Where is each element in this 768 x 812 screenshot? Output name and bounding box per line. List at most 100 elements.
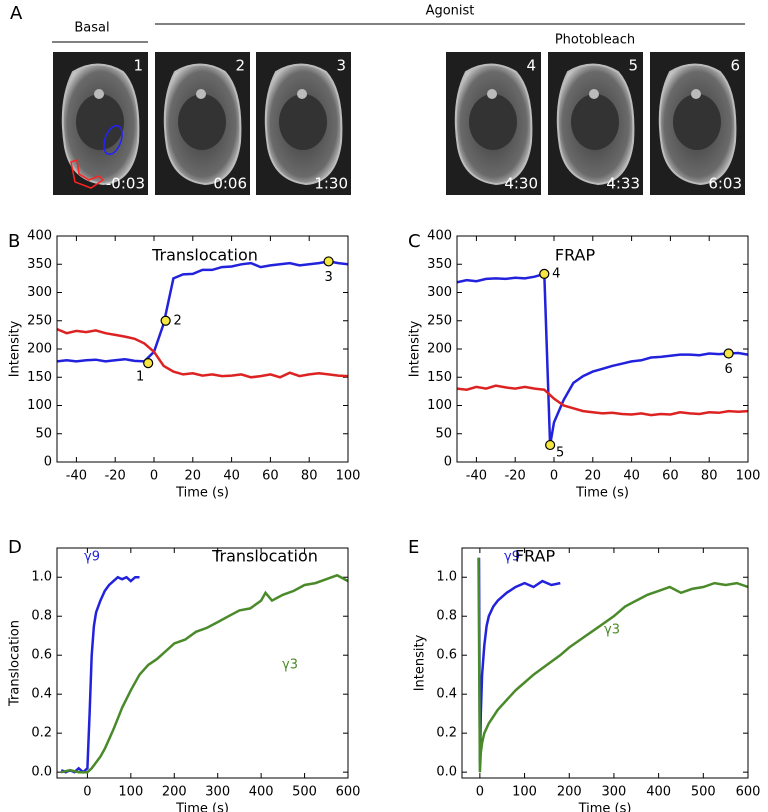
y-tick-label: 400 bbox=[27, 229, 52, 244]
y-tick-label: 150 bbox=[27, 370, 52, 385]
chart: E 0 100 200 300 400 500 600 0.0 0.2 0.4 0.6 0.8 1.0 Ti… bbox=[408, 537, 760, 812]
series-line bbox=[60, 575, 140, 774]
x-tick-label: 40 bbox=[223, 469, 240, 484]
series-line bbox=[57, 260, 348, 363]
y-tick-label: 1.0 bbox=[31, 570, 52, 585]
series-label: γ9 bbox=[84, 550, 100, 565]
x-axis-label: Time (s) bbox=[578, 802, 632, 812]
y-tick-label: 350 bbox=[427, 257, 452, 272]
x-tick-label: 0 bbox=[83, 785, 91, 800]
y-tick-label: 250 bbox=[427, 313, 452, 328]
y-axis-label: Intensity bbox=[8, 320, 23, 377]
y-axis-label: Intensity bbox=[408, 320, 423, 377]
frame-number: 6 bbox=[730, 57, 740, 75]
chart-title: FRAP bbox=[515, 547, 556, 566]
x-tick-label: 200 bbox=[162, 785, 187, 800]
y-tick-label: 0 bbox=[44, 455, 52, 470]
y-tick-label: 0.8 bbox=[31, 609, 52, 624]
x-tick-label: 500 bbox=[691, 785, 716, 800]
x-tick-label: 500 bbox=[292, 785, 317, 800]
marker-label: 4 bbox=[552, 266, 560, 281]
y-tick-label: 200 bbox=[27, 342, 52, 357]
frame-number: 5 bbox=[628, 57, 638, 75]
y-tick-label: 200 bbox=[427, 342, 452, 357]
y-axis-label: Translocation bbox=[8, 620, 23, 707]
plot-frame bbox=[56, 235, 349, 463]
marker bbox=[723, 348, 734, 359]
plot-frame bbox=[56, 547, 349, 779]
series-label: γ9 bbox=[504, 550, 520, 565]
plot-frame bbox=[461, 547, 749, 779]
frame-time: 4:33 bbox=[606, 175, 640, 193]
x-tick-label: 60 bbox=[262, 469, 279, 484]
marker bbox=[539, 268, 550, 279]
x-tick-label: 0 bbox=[150, 469, 158, 484]
y-tick-label: 0.0 bbox=[31, 765, 52, 780]
y-tick-label: 50 bbox=[435, 426, 452, 441]
y-tick-label: 250 bbox=[27, 313, 52, 328]
frame-time: -0:03 bbox=[106, 175, 145, 193]
panel-label: C bbox=[408, 231, 421, 252]
photobleach-label: Photobleach bbox=[555, 33, 635, 48]
y-tick-label: 0.2 bbox=[31, 726, 52, 741]
x-tick-label: 60 bbox=[662, 469, 679, 484]
x-axis-label: Time (s) bbox=[175, 802, 229, 812]
frame-number: 2 bbox=[235, 57, 245, 75]
x-tick-label: -40 bbox=[466, 469, 487, 484]
image-frame: 5 4:33 bbox=[547, 51, 644, 196]
x-tick-label: 40 bbox=[623, 469, 640, 484]
series-line bbox=[457, 384, 748, 417]
y-tick-label: 0.0 bbox=[436, 765, 457, 780]
series-label: γ3 bbox=[604, 623, 620, 638]
series-line bbox=[61, 573, 348, 774]
series-line bbox=[457, 272, 748, 446]
series-line bbox=[477, 557, 561, 763]
y-tick-label: 0.6 bbox=[436, 648, 457, 663]
x-tick-label: 100 bbox=[118, 785, 143, 800]
x-tick-label: -20 bbox=[505, 469, 526, 484]
x-tick-label: 400 bbox=[646, 785, 671, 800]
image-frame: 1 -0:03 bbox=[52, 51, 149, 196]
y-tick-label: 100 bbox=[427, 398, 452, 413]
y-tick-label: 300 bbox=[427, 285, 452, 300]
panel-label: D bbox=[8, 537, 22, 558]
x-axis-label: Time (s) bbox=[575, 486, 629, 501]
y-tick-label: 400 bbox=[427, 229, 452, 244]
marker bbox=[323, 256, 334, 267]
y-tick-label: 0.4 bbox=[436, 687, 457, 702]
x-tick-label: 100 bbox=[736, 469, 761, 484]
frame-number: 1 bbox=[133, 57, 143, 75]
y-tick-label: 150 bbox=[427, 370, 452, 385]
frame-number: 3 bbox=[336, 57, 346, 75]
x-tick-label: 600 bbox=[736, 785, 761, 800]
basal-label: Basal bbox=[74, 21, 109, 36]
image-frame: 4 4:30 bbox=[445, 51, 542, 196]
x-tick-label: 0 bbox=[550, 469, 558, 484]
y-tick-label: 350 bbox=[27, 257, 52, 272]
frame-time: 1:30 bbox=[314, 175, 348, 193]
frame-time: 4:30 bbox=[504, 175, 538, 193]
chart-title: FRAP bbox=[555, 246, 596, 265]
image-frame: 2 0:06 bbox=[154, 51, 251, 196]
y-tick-label: 0.4 bbox=[31, 687, 52, 702]
y-axis-label: Intensity bbox=[413, 634, 428, 691]
series-label: γ3 bbox=[282, 658, 298, 673]
y-tick-label: 300 bbox=[27, 285, 52, 300]
x-tick-label: 100 bbox=[336, 469, 361, 484]
y-tick-label: 0.6 bbox=[31, 648, 52, 663]
x-tick-label: 600 bbox=[336, 785, 361, 800]
x-tick-label: 200 bbox=[557, 785, 582, 800]
y-tick-label: 0.2 bbox=[436, 726, 457, 741]
chart: C -40 -20 0 20 40 60 80 100 0 50 100 150 200 250 300 350… bbox=[408, 229, 761, 501]
x-tick-label: 20 bbox=[585, 469, 602, 484]
x-tick-label: 0 bbox=[476, 785, 484, 800]
panel-label: A bbox=[10, 3, 23, 24]
x-tick-label: -40 bbox=[66, 469, 87, 484]
marker bbox=[160, 315, 171, 326]
image-frame: 3 1:30 bbox=[255, 51, 352, 196]
chart: D 0 100 200 300 400 500 600 0.0 0.2 0.4 0.6 0.8 1.0 Ti… bbox=[8, 537, 361, 812]
marker bbox=[143, 358, 154, 369]
x-tick-label: 20 bbox=[185, 469, 202, 484]
x-tick-label: 300 bbox=[205, 785, 230, 800]
